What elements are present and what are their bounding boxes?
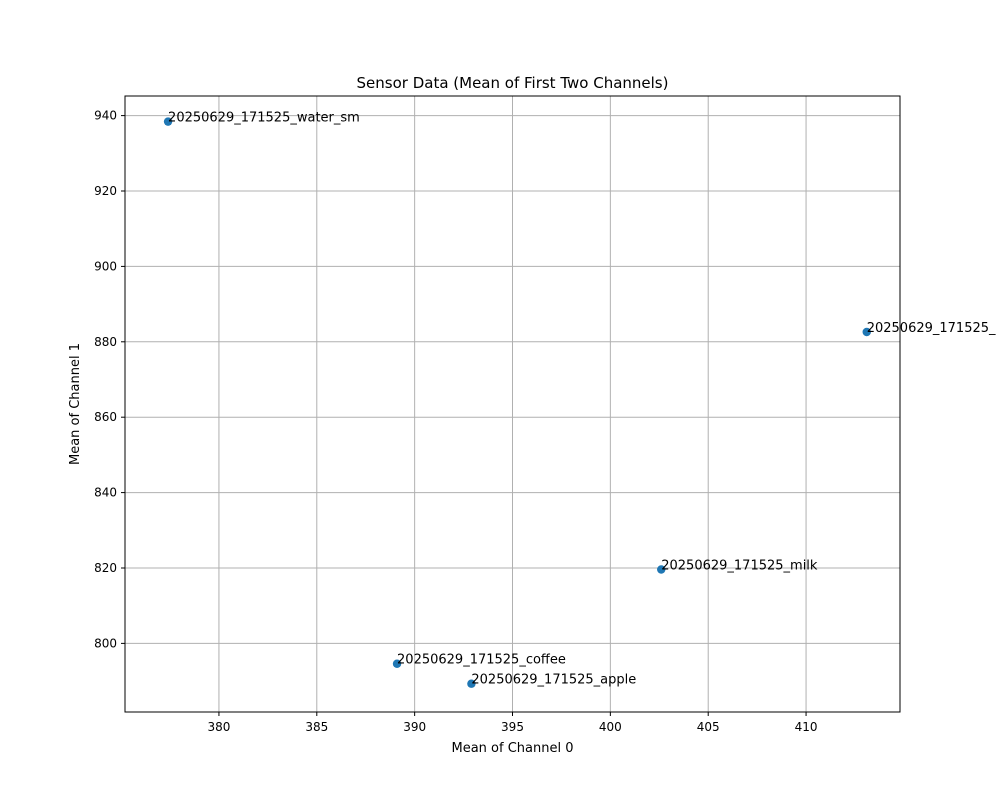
y-tick-label: 940: [94, 109, 117, 123]
data-point: [467, 679, 476, 688]
point-label: 20250629_171525_apple: [471, 673, 636, 688]
grid: [125, 96, 900, 712]
x-tick-label: 390: [403, 720, 426, 734]
y-tick-label: 800: [94, 636, 117, 650]
x-tick-label: 400: [599, 720, 622, 734]
x-tick-label: 385: [305, 720, 328, 734]
data-point: [657, 565, 666, 574]
data-point: [163, 117, 173, 126]
y-tick-label: 820: [94, 561, 117, 575]
y-axis-label: Mean of Channel 1: [68, 343, 83, 465]
y-tick-label: 880: [94, 335, 117, 349]
x-axis: 380 385 390 395 400 405 410: [207, 712, 818, 734]
point-label: 20250629_171525_coffee: [397, 653, 566, 668]
point-label: 20250629_171525_water_sm: [168, 111, 360, 126]
x-axis-label: Mean of Channel 0: [452, 741, 574, 756]
y-tick-label: 920: [94, 184, 117, 198]
y-axis: 800 820 840 860 880 900 920 940: [94, 109, 125, 650]
point-label: 20250629_171525_: [867, 321, 996, 336]
y-tick-label: 900: [94, 259, 117, 273]
chart-title: Sensor Data (Mean of First Two Channels): [357, 74, 669, 92]
data-point: [862, 327, 871, 337]
data-points: 20250629_171525_water_sm 20250629_171525_…: [163, 111, 996, 688]
y-tick-label: 860: [94, 410, 117, 424]
x-tick-label: 405: [697, 720, 720, 734]
data-point: [392, 659, 402, 668]
point-label: 20250629_171525_milk: [661, 558, 818, 573]
x-tick-label: 410: [795, 720, 818, 734]
x-tick-label: 395: [501, 720, 524, 734]
y-tick-label: 840: [94, 486, 117, 500]
x-tick-label: 380: [207, 720, 230, 734]
